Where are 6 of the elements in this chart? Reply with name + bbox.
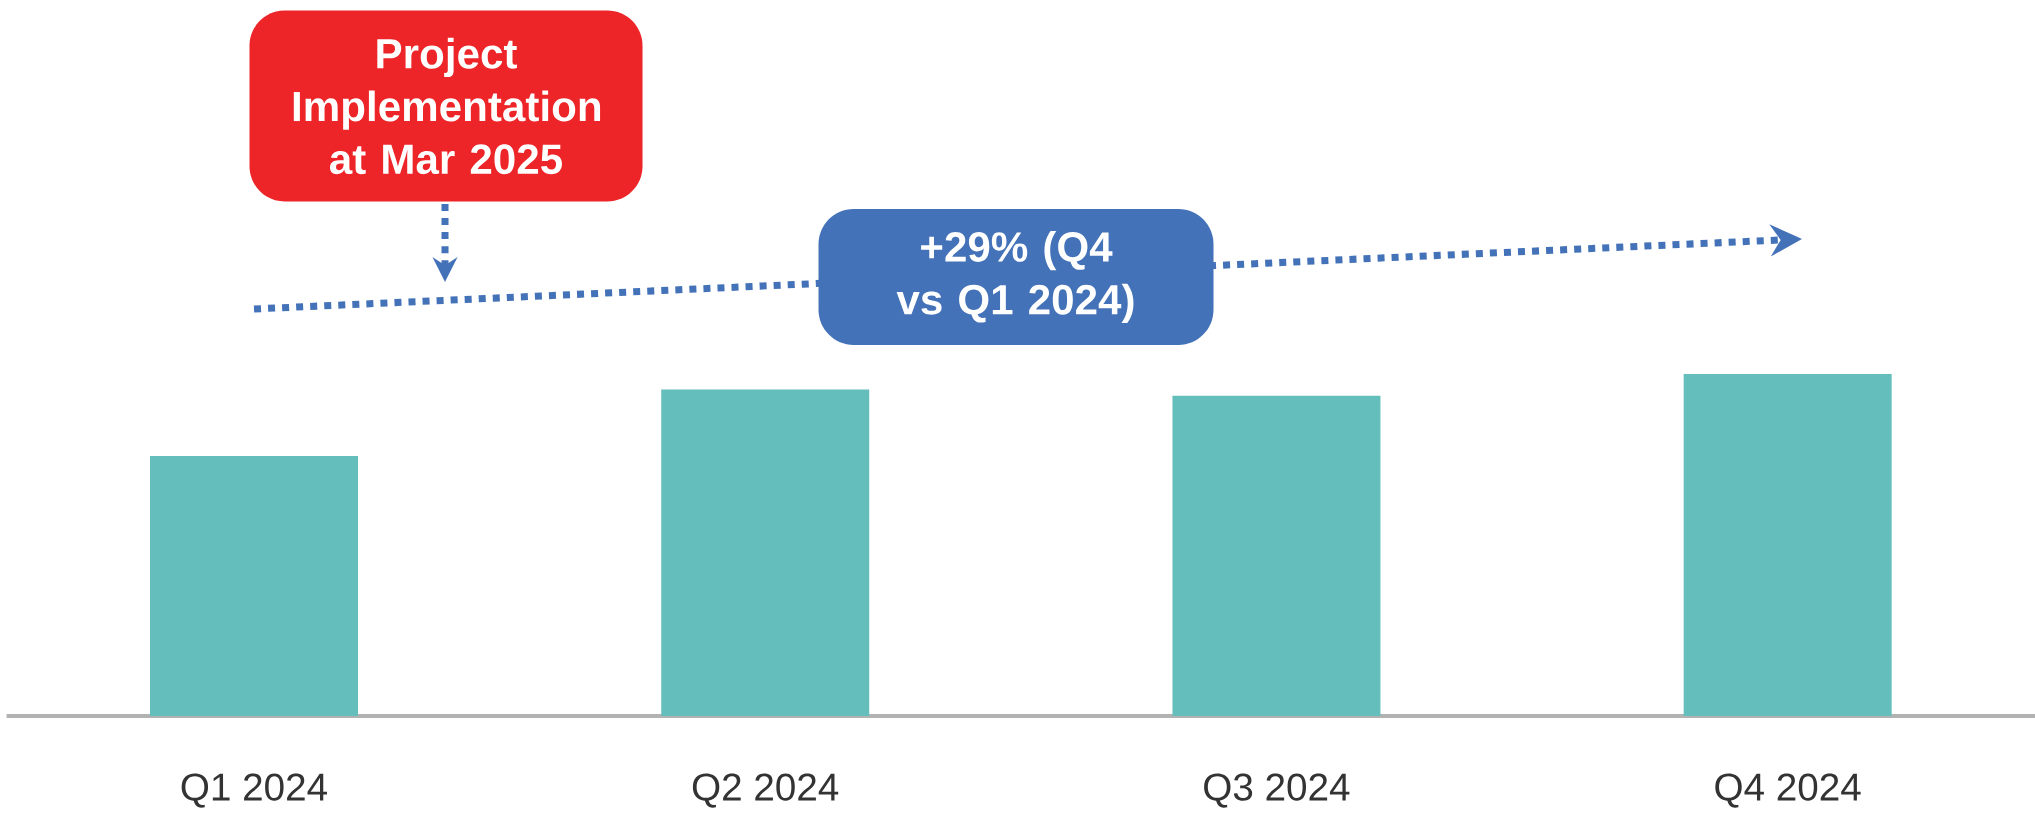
text: Project Implementation at Mar 2025	[293, 37, 601, 175]
x-tick-label: Q3 2024	[1204, 773, 1350, 808]
x-tick-label: Q1 2024	[181, 773, 327, 808]
x-tick-label: Q2 2024	[692, 773, 839, 808]
x-tick-label: Q4 2024	[1715, 773, 1861, 808]
text: +29% (Q4 vs Q1 2024)	[896, 230, 1134, 324]
